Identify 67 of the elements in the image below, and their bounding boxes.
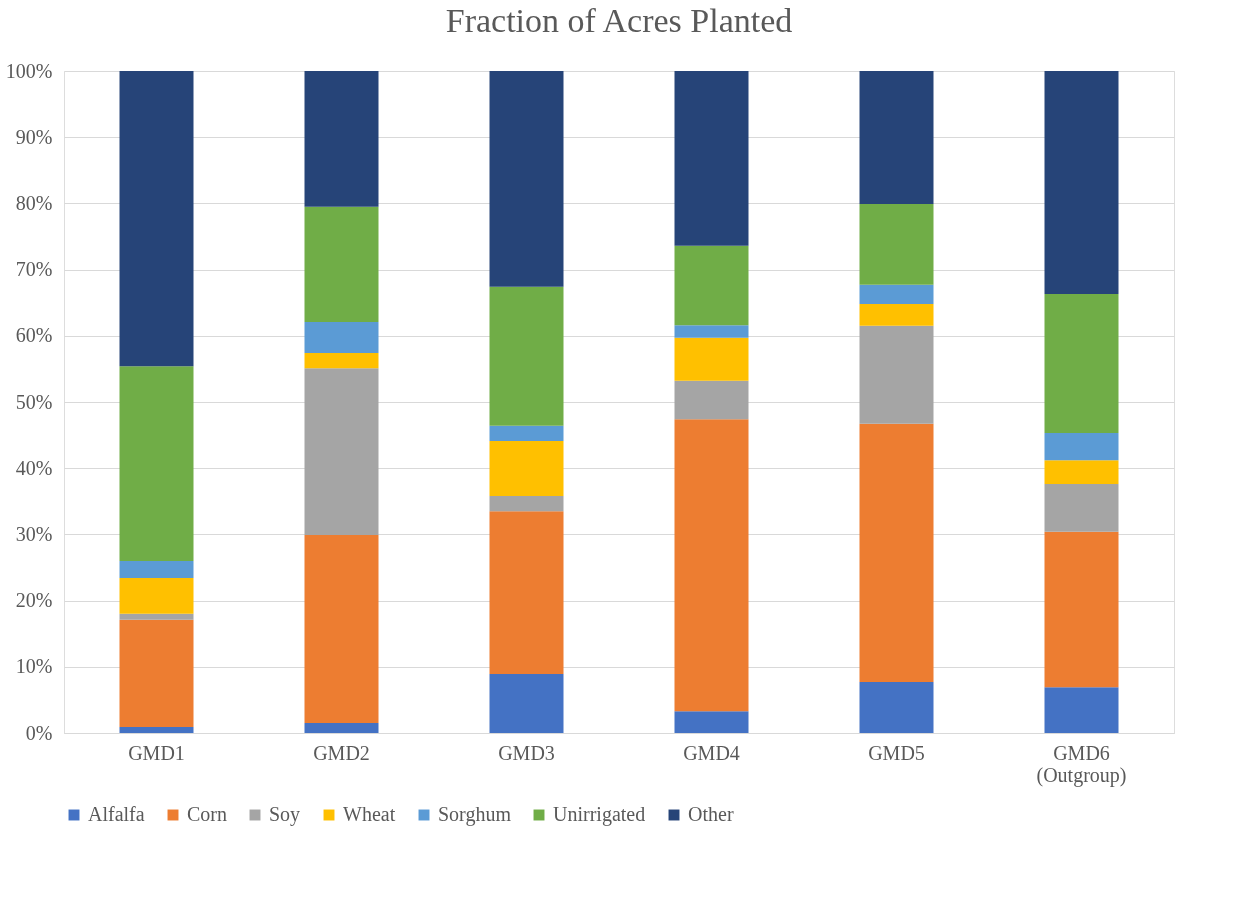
y-tick-label: 100%	[5, 59, 53, 82]
y-tick-label: 10%	[15, 655, 53, 678]
bar	[1044, 294, 1119, 434]
x-tick-label: GMD2	[313, 741, 370, 764]
y-tick-label: 90%	[15, 125, 53, 148]
bar	[304, 71, 379, 207]
y-tick-label: 70%	[15, 258, 53, 281]
bar	[1044, 460, 1119, 485]
x-tick-label: GMD4	[683, 741, 740, 764]
x-tick-label: GMD6 (Outgroup)	[1036, 741, 1127, 787]
bar	[489, 511, 564, 675]
bar	[489, 674, 564, 733]
y-tick-label: 60%	[15, 324, 53, 347]
bar	[119, 613, 194, 620]
bar	[119, 619, 194, 728]
y-tick-label: 80%	[15, 191, 53, 214]
chart-title: Fraction of Acres Planted	[445, 2, 793, 39]
y-tick-label: 20%	[15, 589, 53, 612]
bar	[489, 71, 564, 287]
bar	[1044, 484, 1119, 532]
legend-label: Other	[688, 803, 734, 825]
bar	[119, 71, 194, 367]
bar	[304, 368, 379, 536]
bar	[489, 496, 564, 512]
bar	[1044, 531, 1119, 688]
bar	[674, 419, 749, 712]
bar	[674, 711, 749, 733]
legend-label: Unirrigated	[553, 803, 646, 826]
legend-label: Soy	[269, 803, 301, 826]
x-tick-label: GMD3	[498, 741, 555, 764]
bar	[859, 423, 934, 683]
bar	[674, 71, 749, 246]
bar	[859, 682, 934, 733]
bar	[489, 441, 564, 496]
bar	[1044, 687, 1119, 733]
y-tick-label: 30%	[15, 522, 53, 545]
legend-label: Wheat	[343, 803, 396, 825]
y-tick-label: 40%	[15, 456, 53, 479]
bar	[859, 304, 934, 326]
bar	[119, 578, 194, 614]
x-tick-label: GMD5	[868, 741, 925, 764]
legend-label: Corn	[187, 803, 227, 825]
bar	[859, 71, 934, 205]
x-tick-label: GMD1	[128, 741, 185, 764]
bar	[1044, 433, 1119, 461]
bar	[489, 286, 564, 426]
bar	[859, 325, 934, 424]
y-tick-label: 0%	[25, 721, 53, 744]
bar	[304, 353, 379, 369]
bar	[674, 325, 749, 338]
bar	[119, 560, 194, 579]
bar	[304, 321, 379, 354]
bar	[859, 204, 934, 285]
legend-label: Sorghum	[438, 803, 512, 826]
bar	[119, 727, 194, 733]
bar	[1044, 71, 1119, 295]
bar	[674, 245, 749, 326]
bar	[489, 425, 564, 442]
bar	[674, 380, 749, 420]
legend-label: Alfalfa	[88, 803, 145, 825]
bar	[674, 337, 749, 381]
bar	[859, 284, 934, 305]
bar	[304, 206, 379, 322]
bar	[304, 723, 379, 733]
bar	[304, 535, 379, 724]
bar	[119, 366, 194, 561]
y-tick-label: 50%	[15, 390, 53, 413]
